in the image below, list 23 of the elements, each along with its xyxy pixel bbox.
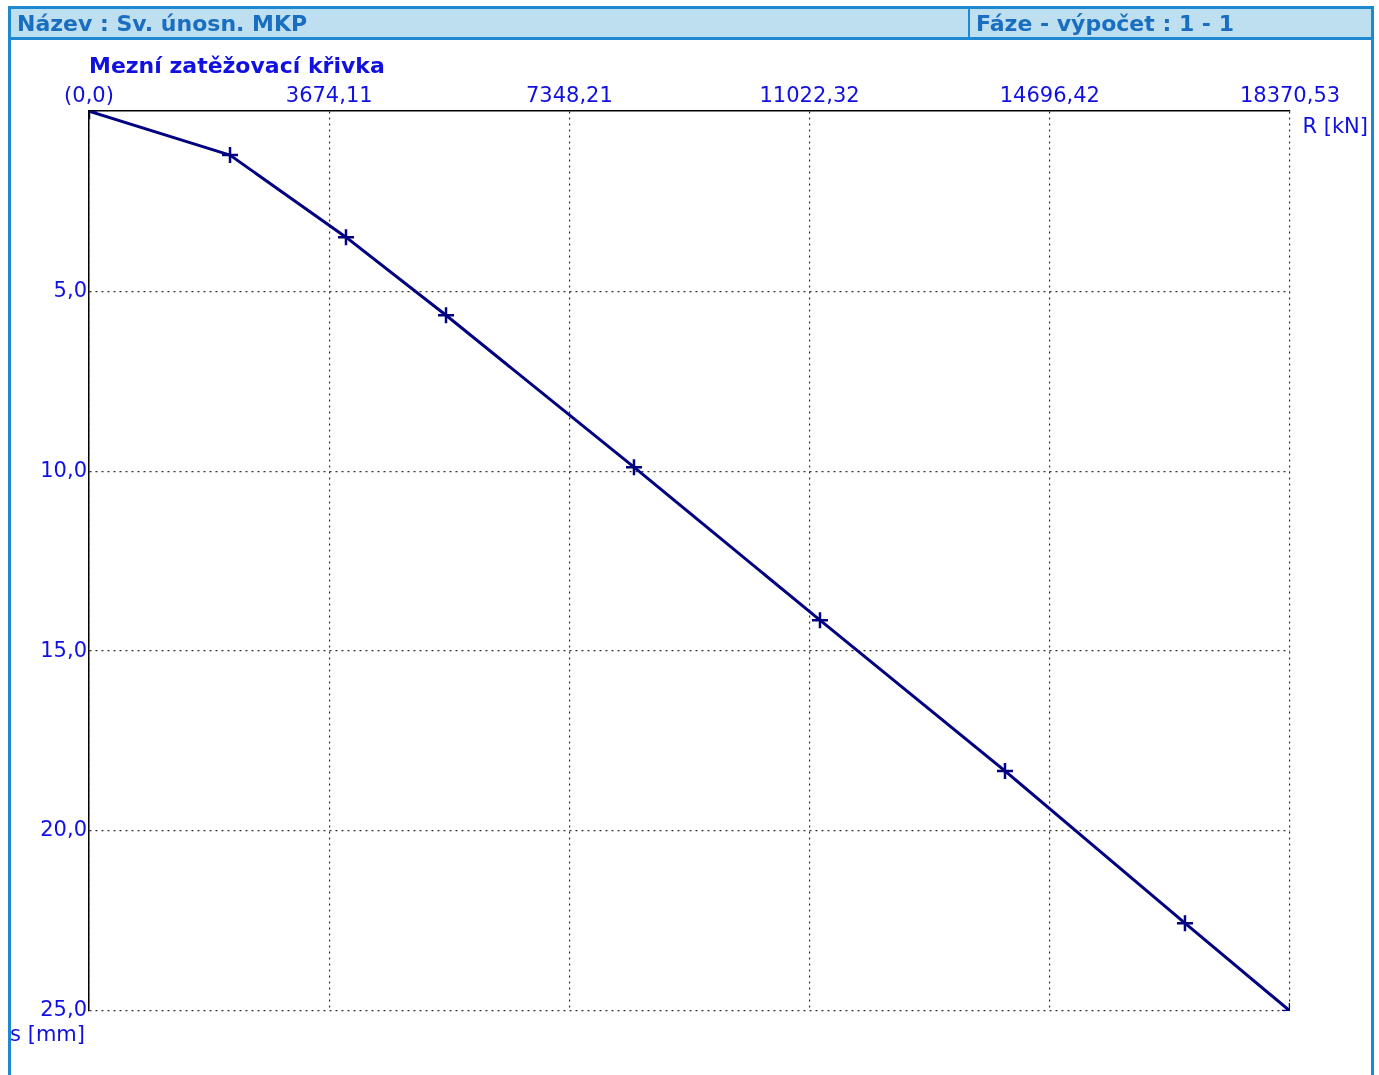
text: Fáze - výpočet : 1 - 1 xyxy=(975,10,1235,37)
chart-title: Mezní zatěžovací křivka xyxy=(89,53,385,79)
point xyxy=(995,761,1015,781)
y-tick-label: 20,0 xyxy=(40,817,87,842)
x-tick-label: 11022,32 xyxy=(759,83,860,108)
point xyxy=(436,306,456,325)
x-tick-label: 7348,21 xyxy=(525,83,613,108)
text: Název : Sv. únosn. MKP xyxy=(11,9,970,37)
point xyxy=(1175,913,1195,933)
x-axis-title: R [kN] xyxy=(1302,114,1368,139)
point xyxy=(336,227,356,247)
x-tick-label: 3674,11 xyxy=(285,83,373,108)
point xyxy=(624,457,644,477)
x-tick-label: (0,0) xyxy=(64,83,114,108)
point xyxy=(220,145,240,165)
y-tick-label: 15,0 xyxy=(40,637,87,662)
point xyxy=(810,610,830,630)
y-axis-title: s [mm] xyxy=(10,1021,85,1046)
y-tick-label: 5,0 xyxy=(53,277,87,302)
y-tick-label: 10,0 xyxy=(40,457,87,482)
x-tick-label: 14696,42 xyxy=(999,83,1100,108)
y-tick-label: 25,0 xyxy=(40,997,87,1022)
x-tick-label: 18370,53 xyxy=(1239,83,1341,108)
